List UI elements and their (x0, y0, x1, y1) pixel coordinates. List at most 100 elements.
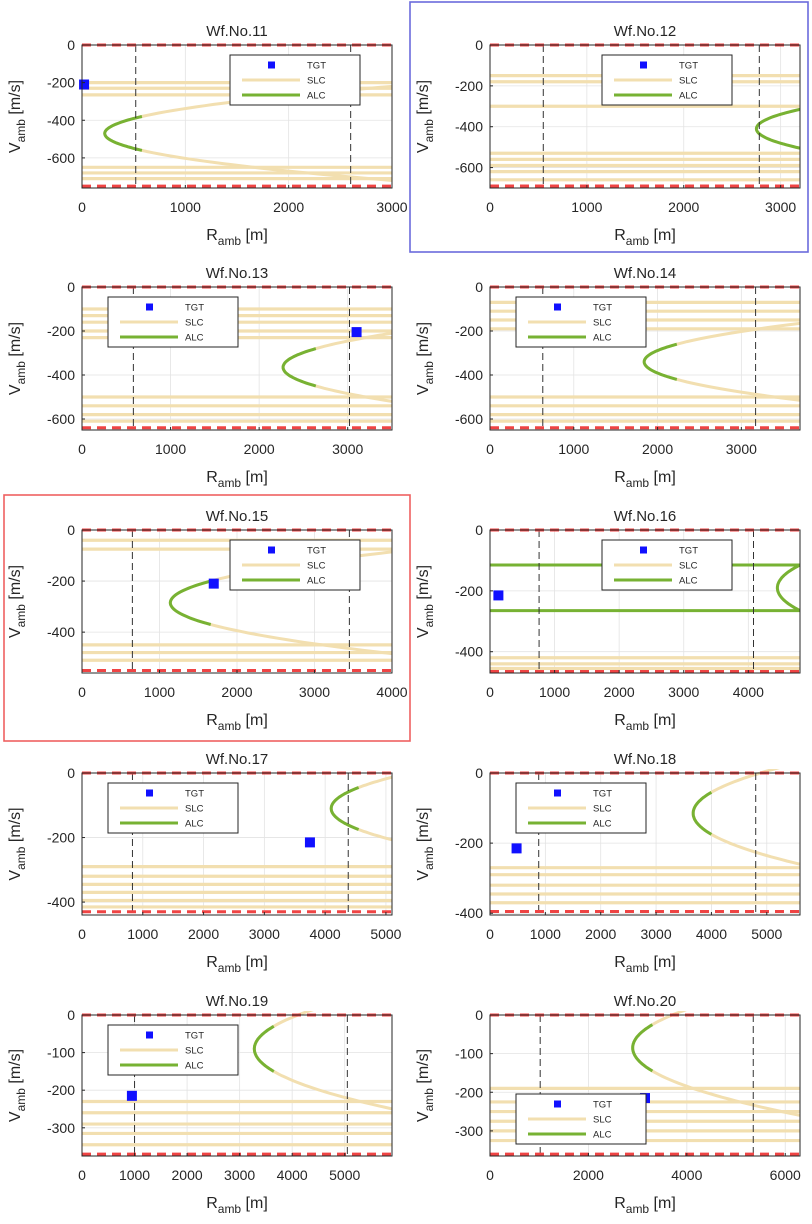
legend: TGT SLC ALC (107, 782, 239, 834)
legend-label-slc: SLC (185, 804, 204, 815)
x-tick-label: 0 (78, 1167, 86, 1183)
tgt-marker (79, 79, 90, 90)
x-tick-label: 1000 (539, 684, 570, 700)
x-tick-label: 5000 (751, 926, 782, 942)
y-tick-label: -200 (47, 573, 75, 589)
subplot-title: Wf.No.18 (614, 751, 677, 768)
legend: TGT SLC ALC (601, 539, 733, 591)
axes-frame (81, 286, 393, 431)
legend-label-slc: SLC (679, 561, 698, 572)
y-axis-label: Vamb [m/s] (415, 80, 436, 153)
subplot-title: Wf.No.19 (206, 993, 269, 1010)
axes-frame (81, 1014, 393, 1157)
y-axis-label: Vamb [m/s] (7, 80, 28, 153)
y-axis-label: Vamb [m/s] (7, 322, 28, 395)
subplot-16: 0 1000 2000 3000 4000 0 -200 -400 Wf.No.16 Ramb [… (415, 508, 801, 733)
y-tick-label: -200 (455, 835, 483, 851)
subplot-title: Wf.No.13 (206, 265, 269, 282)
legend-label-alc: ALC (185, 819, 204, 830)
x-axis-label: Ramb [m] (614, 469, 676, 490)
y-axis-label: Vamb [m/s] (415, 1049, 436, 1122)
legend: TGT SLC ALC (229, 54, 361, 106)
y-tick-label: -200 (47, 1082, 75, 1098)
legend-label-tgt: TGT (593, 1100, 612, 1111)
y-tick-label: -200 (455, 583, 483, 599)
x-tick-label: 2000 (172, 1167, 203, 1183)
subplot-12: 0 1000 2000 3000 0 -200 -400 -600 Wf.No.12 Ramb [… (415, 23, 801, 248)
x-tick-label: 2000 (273, 199, 304, 215)
x-tick-label: 3000 (224, 1167, 255, 1183)
x-tick-label: 3000 (640, 926, 671, 942)
x-tick-label: 1000 (530, 926, 561, 942)
x-tick-label: 0 (486, 926, 494, 942)
legend-label-alc: ALC (307, 91, 326, 102)
axes-frame (81, 44, 393, 189)
x-tick-label: 3000 (376, 199, 407, 215)
x-tick-label: 3000 (332, 441, 363, 457)
subplot-19: 0 1000 2000 3000 4000 5000 0 -100 -200 -300 Wf.No.… (7, 993, 393, 1216)
legend-label-tgt: TGT (185, 303, 204, 314)
legend-label-alc: ALC (679, 576, 698, 587)
x-tick-label: 3000 (249, 926, 280, 942)
y-tick-label: -400 (47, 112, 75, 128)
x-axis-label: Ramb [m] (614, 1195, 676, 1216)
legend-tgt-swatch (146, 303, 153, 311)
x-axis-label: Ramb [m] (206, 1195, 268, 1216)
x-tick-label: 2000 (188, 926, 219, 942)
legend-label-tgt: TGT (185, 789, 204, 800)
subplot-title: Wf.No.11 (206, 23, 267, 40)
x-axis-label: Ramb [m] (614, 954, 676, 975)
legend-tgt-swatch (146, 1031, 153, 1039)
y-tick-label: -400 (455, 367, 483, 383)
y-tick-label: -400 (455, 644, 483, 660)
x-axis-label: Ramb [m] (206, 954, 268, 975)
legend-tgt-swatch (640, 61, 647, 69)
y-tick-label: -600 (47, 150, 75, 166)
highlight-frame (409, 1, 809, 253)
x-axis-label: Ramb [m] (206, 712, 268, 733)
legend-label-slc: SLC (593, 1115, 612, 1126)
x-tick-label: 4000 (671, 1167, 702, 1183)
y-axis-label: Vamb [m/s] (415, 565, 436, 638)
x-tick-label: 1000 (571, 199, 602, 215)
legend-label-tgt: TGT (307, 546, 326, 557)
legend: TGT SLC ALC (229, 539, 361, 591)
y-tick-label: -600 (455, 411, 483, 427)
y-axis-label: Vamb [m/s] (7, 565, 28, 638)
legend-label-slc: SLC (593, 804, 612, 815)
x-tick-label: 3000 (765, 199, 796, 215)
alc-curve (281, 347, 317, 388)
legend-label-tgt: TGT (185, 1031, 204, 1042)
y-tick-label: 0 (67, 765, 75, 781)
x-tick-label: 1000 (144, 684, 175, 700)
x-tick-label: 2000 (585, 926, 616, 942)
y-axis-label: Vamb [m/s] (415, 807, 436, 880)
plot-content (490, 769, 800, 905)
subplot-11: 0 1000 2000 3000 0 -200 -400 -600 Wf.No.11 Ramb [… (7, 23, 408, 248)
x-axis-label: Ramb [m] (206, 469, 268, 490)
x-tick-label: 1000 (558, 441, 589, 457)
x-axis-label: Ramb [m] (206, 227, 268, 248)
y-tick-label: -400 (47, 367, 75, 383)
x-tick-label: 3000 (726, 441, 757, 457)
legend: TGT SLC ALC (107, 1024, 239, 1076)
y-axis-label: Vamb [m/s] (7, 1049, 28, 1122)
legend-label-alc: ALC (185, 1061, 204, 1072)
legend-label-tgt: TGT (307, 61, 326, 72)
legend-label-slc: SLC (679, 76, 698, 87)
axes-frame (489, 1014, 801, 1157)
x-tick-label: 0 (78, 441, 86, 457)
legend-label-alc: ALC (679, 91, 698, 102)
tgt-marker (493, 590, 504, 601)
x-tick-label: 0 (78, 684, 86, 700)
subplot-18: 0 1000 2000 3000 4000 5000 0 -200 -400 Wf.No.18 Ra… (415, 751, 801, 975)
x-tick-label: 4000 (376, 684, 407, 700)
legend-tgt-swatch (554, 303, 561, 311)
y-tick-label: -400 (455, 905, 483, 921)
alc-curve (631, 1023, 654, 1073)
y-tick-label: -200 (455, 323, 483, 339)
alc-curve (775, 563, 800, 612)
x-tick-label: 1000 (170, 199, 201, 215)
y-tick-label: -400 (47, 894, 75, 910)
